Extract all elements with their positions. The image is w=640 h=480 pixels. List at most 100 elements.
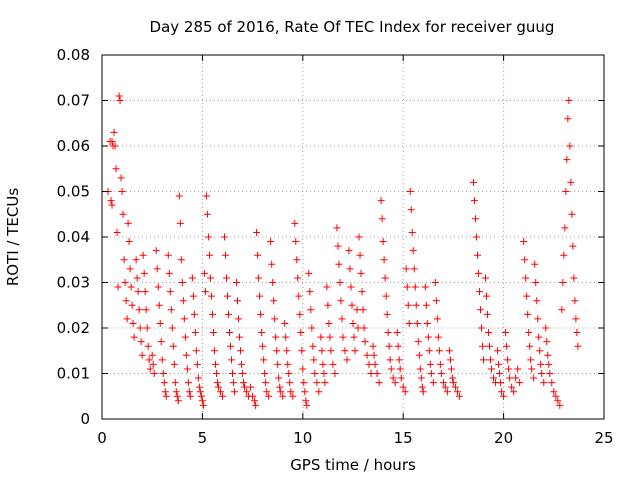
data-point — [353, 306, 361, 314]
data-point — [327, 347, 335, 355]
data-point — [558, 306, 566, 314]
data-point — [556, 401, 564, 409]
data-point — [272, 333, 280, 341]
data-point — [270, 297, 278, 305]
data-point — [195, 383, 203, 391]
data-point — [418, 383, 426, 391]
data-point — [508, 383, 516, 391]
y-tick-label: 0.01 — [57, 365, 90, 383]
data-point — [311, 370, 319, 377]
data-point — [480, 356, 488, 364]
data-point — [189, 292, 197, 300]
data-point — [164, 251, 172, 259]
data-point — [324, 301, 332, 309]
data-points — [104, 92, 582, 409]
y-tick-label: 0.05 — [57, 183, 90, 201]
x-tick-labels: 0 5 10 15 20 25 — [97, 429, 613, 447]
data-point — [144, 342, 152, 350]
x-tick-label: 0 — [97, 429, 107, 447]
data-point — [116, 97, 124, 104]
data-point — [365, 360, 373, 368]
data-point — [567, 178, 575, 186]
data-point — [161, 388, 169, 396]
data-point — [525, 329, 533, 337]
data-point — [302, 397, 310, 405]
data-point — [403, 283, 411, 291]
data-point — [193, 360, 201, 368]
data-point — [566, 142, 574, 150]
data-point — [502, 329, 510, 337]
data-point — [171, 379, 179, 387]
data-point — [123, 315, 131, 323]
x-tick-label: 15 — [394, 429, 413, 447]
data-point — [132, 256, 140, 264]
data-point — [382, 292, 390, 300]
data-point — [570, 274, 578, 282]
data-point — [472, 233, 480, 241]
data-point — [117, 174, 125, 182]
data-point — [210, 347, 218, 355]
data-point — [475, 269, 482, 277]
data-point — [200, 269, 208, 277]
data-point — [180, 315, 188, 323]
data-point — [300, 379, 308, 387]
data-point — [487, 356, 495, 364]
data-point — [396, 365, 404, 373]
data-point — [360, 324, 368, 332]
data-point — [542, 324, 550, 332]
data-point — [202, 192, 210, 200]
data-point — [239, 370, 247, 377]
data-point — [125, 238, 133, 246]
data-point — [526, 342, 534, 350]
data-point — [401, 388, 409, 396]
data-point — [228, 356, 236, 364]
data-point — [275, 374, 283, 382]
data-point — [384, 329, 392, 337]
data-point — [397, 374, 405, 382]
data-point — [289, 392, 297, 400]
data-point — [534, 315, 542, 323]
data-point — [137, 338, 145, 346]
x-tick-label: 20 — [494, 429, 513, 447]
data-point — [478, 324, 486, 332]
data-point — [520, 238, 528, 246]
data-point — [469, 178, 477, 186]
data-point — [361, 338, 369, 346]
data-point — [424, 333, 432, 341]
data-point — [331, 370, 339, 377]
data-point — [486, 342, 494, 350]
grid — [102, 55, 604, 419]
data-point — [201, 288, 209, 296]
data-point — [482, 274, 490, 282]
data-point — [191, 329, 199, 337]
data-point — [343, 356, 351, 364]
data-point — [124, 219, 132, 227]
data-point — [111, 142, 119, 150]
data-point — [198, 397, 206, 405]
data-point — [263, 388, 271, 396]
data-point — [134, 288, 142, 296]
data-point — [184, 379, 192, 387]
data-point — [309, 342, 317, 350]
data-point — [554, 397, 562, 405]
data-point — [412, 301, 420, 309]
data-point — [281, 319, 289, 327]
data-point — [259, 342, 267, 350]
data-point — [319, 360, 327, 368]
data-point — [345, 247, 353, 255]
data-point — [241, 383, 249, 391]
data-point — [369, 342, 377, 350]
data-point — [294, 274, 302, 282]
data-point — [158, 356, 166, 364]
data-point — [213, 379, 221, 387]
data-point — [230, 379, 238, 387]
data-point — [186, 392, 194, 400]
data-point — [494, 347, 502, 355]
data-point — [415, 351, 423, 359]
data-point — [257, 310, 265, 318]
data-point — [165, 269, 173, 277]
data-point — [146, 365, 154, 373]
data-point — [522, 274, 530, 282]
data-point — [229, 370, 237, 377]
data-point — [209, 329, 217, 337]
